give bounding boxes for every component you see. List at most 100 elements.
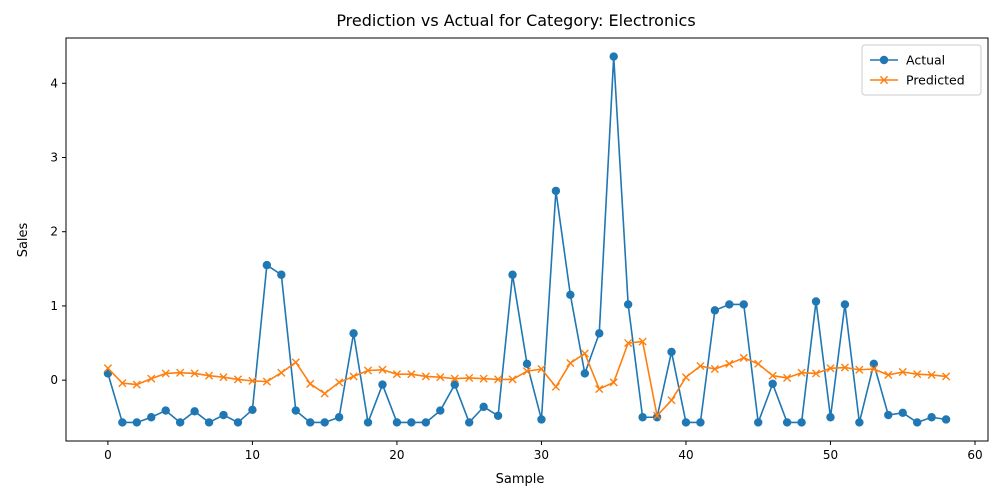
- data-point: [277, 270, 286, 279]
- data-point: [450, 380, 459, 389]
- data-point: [725, 359, 734, 368]
- data-point: [898, 408, 907, 417]
- x-tick-label: 60: [967, 448, 982, 462]
- plot-area: [65, 37, 989, 442]
- data-point: [811, 297, 821, 306]
- data-point: [696, 361, 705, 371]
- data-point: [508, 375, 517, 384]
- data-point: [913, 370, 922, 379]
- data-point: [465, 373, 474, 383]
- data-point: [334, 413, 344, 422]
- series-predicted: [103, 337, 951, 420]
- data-point: [884, 370, 893, 380]
- data-point: [522, 359, 532, 369]
- data-point: [811, 369, 821, 378]
- data-point: [436, 373, 445, 382]
- data-point: [826, 364, 835, 373]
- data-point: [580, 349, 589, 358]
- data-point: [710, 364, 719, 374]
- data-point: [320, 389, 329, 398]
- data-point: [233, 418, 243, 427]
- data-point: [754, 418, 763, 427]
- data-point: [508, 270, 517, 279]
- y-tick-label: 0: [50, 373, 58, 387]
- x-tick-label: 10: [245, 448, 260, 462]
- data-point: [840, 300, 850, 309]
- data-point: [479, 374, 488, 383]
- legend-item-actual: Actual: [870, 53, 945, 68]
- data-point: [537, 415, 546, 424]
- data-point: [941, 415, 951, 424]
- data-point: [479, 402, 488, 412]
- y-tick-label: 1: [50, 299, 58, 313]
- series-layer: [103, 52, 951, 427]
- data-point: [739, 353, 748, 362]
- data-point: [161, 406, 170, 415]
- data-point: [522, 367, 532, 376]
- data-point: [884, 410, 893, 420]
- data-point: [652, 413, 662, 422]
- data-point: [132, 418, 142, 427]
- data-point: [161, 369, 170, 378]
- x-axis: 0 10 20 30 40 50 60: [104, 441, 983, 462]
- data-point: [768, 379, 777, 389]
- x-tick-label: 30: [534, 448, 549, 462]
- data-point: [681, 373, 691, 382]
- data-point: [927, 413, 936, 422]
- data-point: [493, 411, 503, 420]
- data-point: [667, 396, 676, 405]
- y-axis: 0 1 2 3 4: [50, 76, 66, 387]
- data-point: [421, 372, 430, 381]
- data-point: [869, 364, 878, 374]
- series-actual: [103, 52, 951, 427]
- data-point: [291, 406, 300, 415]
- data-point: [335, 378, 344, 387]
- legend: Actual Predicted: [861, 44, 982, 96]
- data-point: [551, 186, 561, 196]
- x-tick-label: 40: [678, 448, 693, 462]
- data-point: [826, 413, 835, 422]
- data-point: [233, 375, 243, 384]
- data-point: [624, 338, 633, 348]
- legend-label: Predicted: [906, 73, 965, 88]
- data-point: [421, 418, 431, 427]
- data-point: [176, 368, 185, 377]
- data-point: [204, 371, 214, 380]
- data-point: [566, 358, 575, 368]
- data-point: [363, 418, 373, 427]
- data-point: [306, 379, 315, 388]
- data-point: [175, 418, 185, 427]
- data-point: [783, 373, 792, 383]
- data-point: [494, 375, 503, 384]
- data-point: [436, 406, 445, 415]
- data-point: [349, 372, 358, 381]
- data-point: [190, 407, 199, 416]
- data-point: [912, 418, 922, 427]
- data-point: [855, 365, 864, 374]
- data-point: [941, 372, 951, 381]
- data-point: [118, 418, 127, 427]
- data-point: [782, 418, 792, 427]
- data-point: [879, 75, 889, 85]
- data-point: [768, 371, 777, 380]
- data-point: [118, 379, 127, 388]
- data-point: [840, 363, 850, 372]
- data-point: [638, 337, 647, 346]
- data-point: [464, 418, 474, 427]
- data-point: [291, 358, 300, 367]
- data-point: [132, 380, 141, 389]
- data-point: [537, 364, 546, 374]
- chart-title: Prediction vs Actual for Category: Elect…: [336, 11, 695, 30]
- data-point: [219, 410, 228, 420]
- data-point: [696, 418, 705, 427]
- x-axis-label: Sample: [496, 472, 545, 487]
- data-point: [392, 418, 402, 427]
- y-tick-label: 3: [50, 150, 58, 164]
- data-point: [147, 413, 156, 422]
- data-point: [248, 376, 257, 385]
- data-point: [248, 405, 257, 415]
- data-point: [879, 55, 889, 65]
- data-point: [378, 380, 387, 389]
- data-point: [927, 370, 936, 380]
